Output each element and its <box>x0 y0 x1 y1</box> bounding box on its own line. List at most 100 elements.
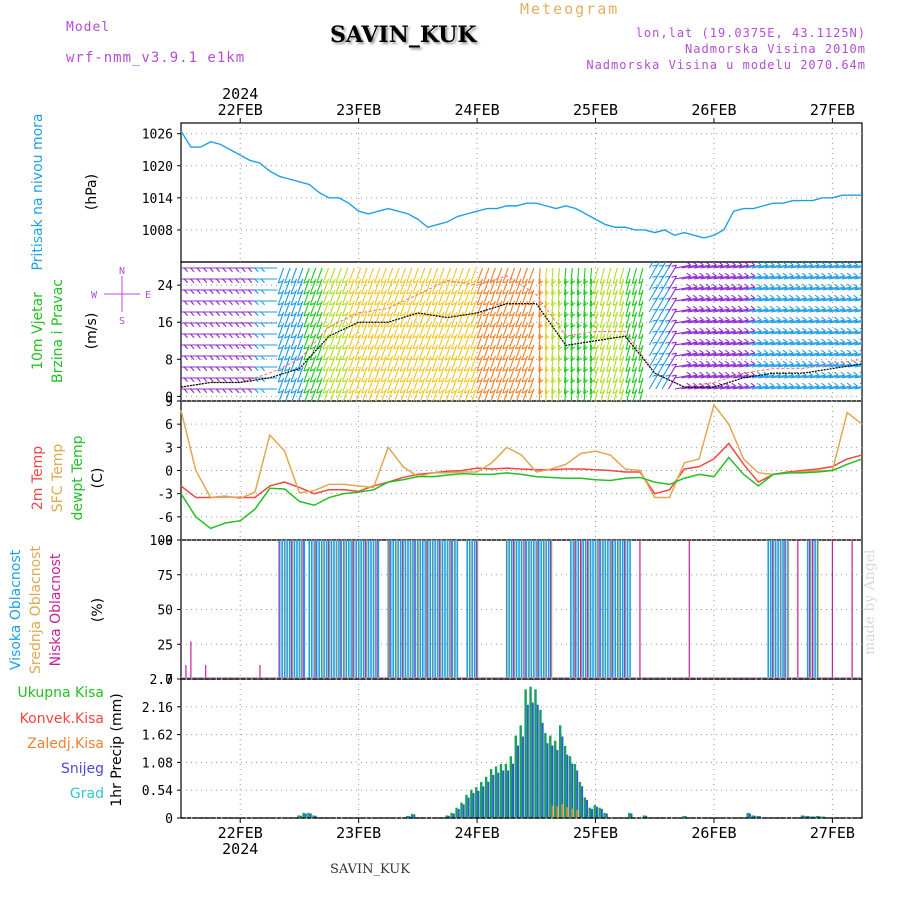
wind-barb-flag <box>222 366 227 372</box>
wind-barb <box>502 289 509 306</box>
wind-barb-flag <box>483 335 489 339</box>
wind-barb <box>764 363 781 368</box>
precip-bar-total <box>573 763 577 818</box>
wind-barb-flag <box>284 390 290 394</box>
precip-bar-snow <box>536 704 539 818</box>
wind-barb-flag <box>222 333 227 339</box>
wind-barb-flag <box>712 371 717 376</box>
wind-barb <box>674 352 691 357</box>
wind-barb-flag <box>235 333 240 339</box>
wind-barb <box>706 297 723 302</box>
wind-barb <box>816 341 832 346</box>
wind-barb-flag <box>196 267 201 273</box>
wind-barb <box>451 388 458 401</box>
wind-barb <box>476 289 484 306</box>
wind-barb-flag <box>665 275 671 278</box>
wind-barb <box>470 311 477 328</box>
wind-barb <box>606 267 612 284</box>
wind-barb-flag <box>412 313 418 317</box>
wind-barb <box>854 299 862 302</box>
wind-barb-flag <box>277 313 284 317</box>
wind-barb <box>495 366 503 383</box>
wind-barb-flag <box>776 327 781 332</box>
wind-barb <box>745 286 762 291</box>
wind-barb <box>367 366 374 383</box>
wind-barb <box>589 289 593 306</box>
wind-barb-flag <box>335 357 341 361</box>
wind-barb <box>576 311 580 328</box>
wind-barb-flag <box>808 262 813 266</box>
wind-barb <box>495 267 503 284</box>
wind-barb-flag <box>209 278 214 284</box>
wind-barb-flag <box>814 349 820 354</box>
wind-barb <box>412 355 419 372</box>
wind-barb <box>589 388 593 401</box>
wind-barb-flag <box>451 357 457 361</box>
wind-barb <box>841 308 858 313</box>
wind-barb-flag <box>412 346 418 350</box>
wind-barb-flag <box>310 335 316 339</box>
wind-barb <box>438 289 445 306</box>
wind-barb <box>790 352 807 357</box>
wind-barb-flag <box>827 316 833 321</box>
y-tick-label: 0 <box>165 812 173 827</box>
wind-barb <box>719 275 736 280</box>
wind-barb-flag <box>757 382 762 387</box>
wind-barb-flag <box>203 377 208 383</box>
wind-barb <box>726 385 743 390</box>
wind-barb <box>386 366 394 383</box>
wind-barb <box>681 363 698 368</box>
wind-barb <box>681 264 698 269</box>
wind-barb <box>538 377 541 394</box>
wind-barb <box>589 344 593 361</box>
day-label-bottom: 25FEB <box>573 824 618 842</box>
wind-barb-flag <box>209 355 214 361</box>
wind-barb-flag <box>489 379 495 383</box>
precip-bar-total <box>642 815 646 818</box>
wind-barb <box>496 388 503 401</box>
wind-barb-flag <box>171 334 174 338</box>
wind-barb-flag <box>203 333 208 339</box>
wind-barb <box>341 366 349 383</box>
wind-barb-flag <box>652 319 658 322</box>
wind-barb-flag <box>814 316 820 321</box>
wind-barb <box>303 377 310 394</box>
wind-barb-flag <box>827 349 833 354</box>
wind-barb <box>563 366 567 383</box>
wind-barb <box>482 344 490 361</box>
wind-barb-flag <box>393 335 399 339</box>
wind-barb <box>551 267 554 284</box>
wind-barb-flag <box>361 357 367 361</box>
wind-barb-flag <box>712 272 717 277</box>
wind-barb <box>606 366 612 383</box>
wind-barb <box>557 344 561 361</box>
wind-barb <box>860 388 862 390</box>
wind-barb-flag <box>873 372 877 375</box>
wind-barb <box>544 289 548 306</box>
wind-barb <box>796 308 813 313</box>
wind-barb-flag <box>342 368 348 372</box>
y-tick-label: 0 <box>165 465 173 480</box>
wind-barb-flag <box>846 316 852 321</box>
wind-barb <box>341 355 349 372</box>
wind-barb <box>764 264 781 269</box>
wind-barb <box>583 344 586 361</box>
wind-barb <box>583 289 586 306</box>
wind-barb <box>828 341 845 346</box>
temp-label-3: dewpt Temp <box>70 435 86 520</box>
wind-barb <box>399 366 407 383</box>
wind-barb-flag <box>737 382 743 387</box>
precip-bar-snow <box>753 815 756 818</box>
precip-bar-total <box>524 689 527 818</box>
wind-barb <box>328 300 336 317</box>
wind-barb-flag <box>228 289 233 295</box>
wind-barb <box>854 288 862 291</box>
wind-barb-flag <box>444 280 450 284</box>
wind-barb <box>739 330 755 335</box>
wind-barb-flag <box>196 289 201 295</box>
wind-barb-flag <box>260 388 265 394</box>
wind-barb <box>751 374 768 379</box>
wind-barb <box>354 366 362 383</box>
wind-barb-flag <box>425 335 431 339</box>
wind-barb <box>687 341 704 346</box>
